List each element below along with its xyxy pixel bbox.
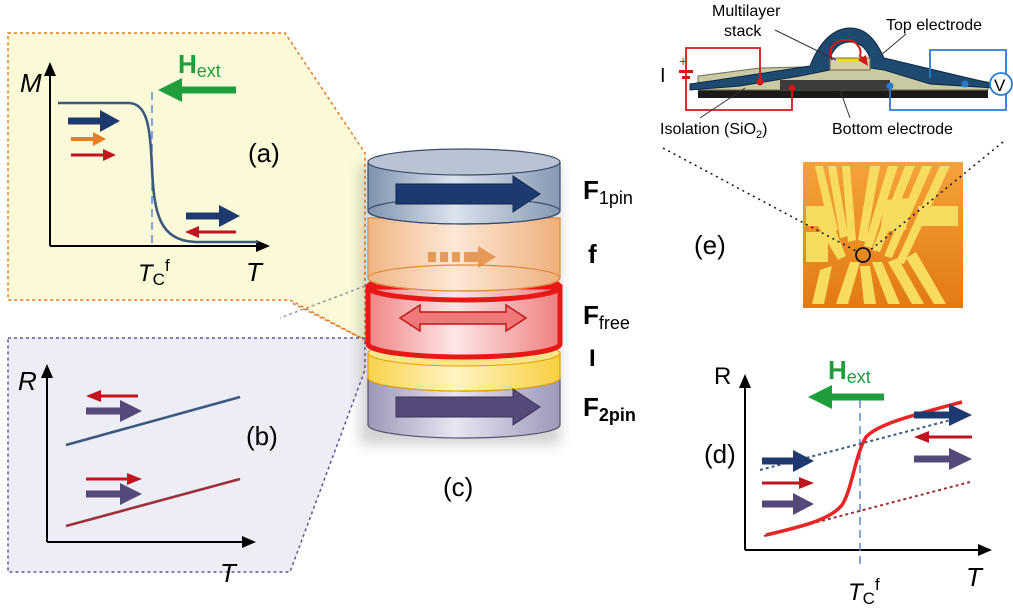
current-label: I [660, 65, 666, 87]
panel-b-y-axis-label: R [18, 366, 37, 396]
f1pin-magnetization-arrow [395, 175, 541, 213]
panel-d-x-axis-label: T [966, 562, 984, 592]
panel-a-y-axis-label: M [20, 68, 42, 98]
panel-d-pinned1-arrow-high-t [949, 404, 972, 426]
panel-b-free-arrow-antiparallel [86, 390, 101, 402]
panel-a-x-axis-label: T [246, 257, 264, 287]
f2pin-label: F2pin [583, 392, 636, 425]
top-electrode-label: Top electrode [886, 17, 982, 34]
panel-e: V I + Multilayer stack Top electrode Iso… [660, 3, 1013, 308]
panel-e-label: (e) [694, 230, 726, 260]
panel-d-free-arrow-low-t [799, 477, 814, 489]
panel-b-pinned-arrow-antiparallel [120, 400, 142, 422]
ffree-bidirectional-arrow [398, 303, 528, 333]
panel-d-pinned2-arrow-high-t [949, 448, 972, 470]
stack-top-cap [367, 148, 561, 176]
panel-a-free-arrow [103, 149, 116, 161]
panel-d-label: (d) [704, 439, 736, 469]
multilayer-label-line2: stack [724, 23, 762, 40]
current-path [829, 38, 867, 63]
panel-a-field-label: Hext [178, 49, 221, 81]
f-magnetization-arrow [428, 246, 496, 268]
panel-d-tc-label: TCf [848, 575, 880, 608]
panel-a-magnetization-curve [58, 101, 258, 244]
panel-a-field-arrow [158, 78, 182, 102]
panel-a-free-arrow-reversed [185, 226, 199, 238]
panel-b-free-arrow-parallel [127, 473, 142, 485]
device-bottom-electrode [780, 80, 890, 90]
panel-a-pinned-arrow-high-t [219, 205, 240, 227]
panel-b-background [7, 337, 366, 573]
panel-b-antiparallel-line [65, 395, 241, 447]
panel-a-f-arrow [93, 132, 106, 146]
panel-a-label: (a) [248, 138, 280, 168]
f-label: f [588, 239, 597, 269]
panel-b: R T (b) [7, 337, 366, 588]
panel-d-pinned2-arrow-low-t [793, 493, 814, 515]
panel-d-field-arrow [808, 385, 832, 409]
multilayer-label: Multilayer [712, 3, 781, 20]
f1pin-label: F1pin [583, 175, 633, 208]
panel-d-free-arrow-high-t [914, 431, 929, 443]
panel-d: R T TCf Hext (d) [704, 355, 992, 608]
panel-a-background [7, 32, 366, 342]
f2pin-magnetization-arrow [395, 388, 541, 426]
panel-c-stack: F1pin f Ffree I F2pin (c) [360, 148, 636, 502]
panel-d-resistance-curve [765, 400, 963, 537]
voltmeter-label: V [994, 76, 1006, 95]
isolation-label: Isolation (SiO2) [660, 121, 768, 141]
panel-a-pinned-arrow [100, 110, 120, 132]
panel-b-label: (b) [246, 421, 278, 451]
panel-b-pinned-arrow-parallel [120, 483, 142, 505]
device-top-electrode [689, 27, 995, 91]
voltmeter-icon [989, 72, 1013, 96]
current-plus: + [679, 53, 687, 69]
panel-a-tc-label: TCf [138, 256, 170, 289]
chip-device-marker [855, 247, 871, 263]
i-label: I [589, 345, 596, 372]
panel-d-field-label: Hext [828, 355, 871, 387]
panel-b-parallel-line [65, 477, 241, 528]
ffree-label: Ffree [583, 300, 630, 333]
panel-d-y-axis-label: R [714, 363, 731, 390]
bottom-electrode-label: Bottom electrode [832, 121, 953, 138]
panel-b-x-axis-label: T [220, 558, 238, 588]
connector-free-to-a [289, 301, 366, 341]
panel-d-pinned1-arrow-low-t [793, 450, 814, 472]
chip-electrodes [806, 166, 958, 304]
panel-a: M T TCf Hext (a) [7, 32, 366, 342]
panel-c-label: (c) [443, 472, 473, 502]
